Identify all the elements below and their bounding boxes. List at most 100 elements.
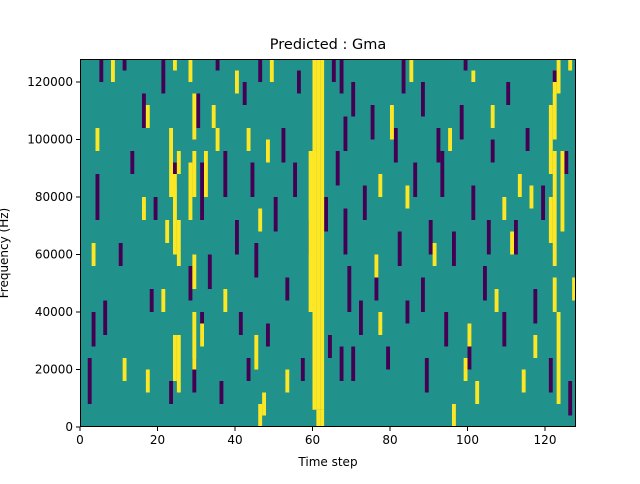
heatmap-cell-high — [223, 289, 228, 312]
chart-title: Predicted : Gma — [270, 37, 386, 53]
heatmap-cell-low — [219, 381, 224, 404]
heatmap-cell-low — [242, 82, 247, 105]
heatmap-cell-high — [390, 105, 394, 140]
x-tick-label: 120 — [534, 433, 557, 447]
x-tick-label: 0 — [76, 433, 84, 447]
heatmap-cell-low — [153, 197, 158, 220]
heatmap-cell-high — [405, 185, 410, 209]
heatmap-cell-low — [351, 82, 356, 117]
heatmap-cell-high — [556, 312, 561, 404]
heatmap-background — [80, 59, 576, 427]
heatmap-cell-high — [161, 289, 166, 312]
heatmap-cell-high — [246, 128, 251, 151]
heatmap-cell-low — [424, 358, 429, 393]
heatmap-cell-low — [223, 151, 228, 197]
heatmap-cell-high — [510, 231, 515, 255]
heatmap-cell-high — [258, 208, 263, 232]
heatmap-cell-low — [428, 220, 433, 255]
y-axis-label: Frequency (Hz) — [0, 208, 11, 299]
heatmap-cell-high — [176, 335, 181, 393]
heatmap-cell-low — [393, 128, 398, 163]
heatmap-cell-high — [533, 335, 538, 358]
heatmap-cell-low — [343, 208, 348, 255]
heatmap-cell-high — [560, 151, 565, 232]
heatmap-cell-high — [215, 128, 220, 151]
heatmap-cell-low — [235, 220, 239, 255]
heatmap-cell-low — [300, 358, 305, 381]
heatmap-cell-low — [285, 277, 290, 301]
heatmap-cell-high — [204, 151, 208, 197]
heatmap-cell-low — [347, 266, 352, 312]
x-tick-label: 20 — [150, 433, 165, 447]
heatmap-cell-low — [506, 82, 511, 105]
heatmap-cell-low — [339, 346, 344, 381]
heatmap-cells — [83, 59, 577, 427]
heatmap-cell-low — [343, 116, 348, 151]
heatmap-cell-high — [452, 404, 456, 427]
heatmap-cell-low — [362, 185, 367, 220]
heatmap-cell-low — [87, 358, 92, 404]
heatmap-cell-low — [541, 185, 546, 220]
heatmap-cell-high — [95, 128, 100, 151]
heatmap-cell-low — [196, 93, 201, 128]
heatmap-cell-low — [444, 312, 449, 347]
heatmap-cell-high — [502, 197, 507, 220]
heatmap-cell-low — [568, 381, 573, 416]
heatmap-cell-low — [254, 243, 259, 278]
heatmap-cell-low — [324, 197, 329, 232]
heatmap-cell-high — [320, 93, 325, 410]
heatmap-cell-low — [103, 300, 108, 335]
heatmap-cell-high — [262, 392, 267, 416]
heatmap-cell-high — [378, 312, 383, 335]
heatmap-cell-low — [548, 358, 553, 393]
heatmap-cell-low — [397, 231, 402, 266]
heatmap-cell-low — [335, 151, 340, 186]
heatmap-cell-low — [467, 346, 472, 370]
heatmap-cell-low — [471, 185, 476, 220]
heatmap-cell-low — [99, 59, 104, 82]
heatmap-cell-low — [281, 128, 286, 163]
heatmap-cell-high — [176, 151, 181, 174]
heatmap-cell-high — [192, 93, 197, 140]
heatmap-cell-high — [475, 381, 480, 404]
heatmap-cell-low — [142, 93, 146, 128]
y-tick-label: 80000 — [35, 190, 73, 204]
heatmap-cell-high — [91, 243, 96, 266]
heatmap-cell-high — [548, 105, 553, 174]
heatmap-cell-high — [188, 162, 193, 220]
heatmap-cell-low — [328, 335, 332, 358]
heatmap-cell-low — [483, 266, 487, 301]
y-tick-label: 20000 — [35, 363, 73, 377]
heatmap-cell-high — [285, 369, 290, 393]
heatmap-cell-low — [169, 381, 174, 404]
heatmap-cell-low — [331, 59, 336, 82]
heatmap-cell-high — [463, 358, 468, 381]
heatmap-cell-high — [374, 254, 379, 278]
heatmap-cell-high — [258, 404, 263, 427]
heatmap-cell-low — [564, 151, 569, 174]
heatmap-cell-high — [266, 139, 270, 163]
heatmap-cell-high — [316, 409, 321, 427]
heatmap-cell-high — [432, 243, 437, 266]
heatmap-cell-low — [405, 300, 410, 324]
heatmap-cell-low — [440, 151, 445, 197]
heatmap-cell-high — [192, 254, 197, 289]
heatmap-cell-high — [312, 93, 317, 410]
heatmap-cell-low — [452, 231, 456, 266]
heatmap-cell-high — [521, 369, 526, 393]
x-tick-label: 60 — [305, 433, 320, 447]
heatmap-cell-high — [316, 59, 321, 94]
heatmap-cell-high — [145, 369, 150, 393]
heatmap-cell-low — [386, 346, 391, 370]
y-tick-label: 120000 — [27, 75, 73, 89]
y-tick-label: 40000 — [35, 305, 73, 319]
x-tick-label: 100 — [456, 433, 479, 447]
x-tick-label: 40 — [227, 433, 242, 447]
heatmap-cell-low — [250, 162, 255, 197]
heatmap-cell-low — [436, 128, 441, 163]
heatmap-cell-high — [312, 59, 317, 94]
heatmap-cell-low — [161, 59, 166, 94]
heatmap-cell-high — [169, 128, 174, 197]
heatmap-cell-high — [548, 197, 553, 243]
